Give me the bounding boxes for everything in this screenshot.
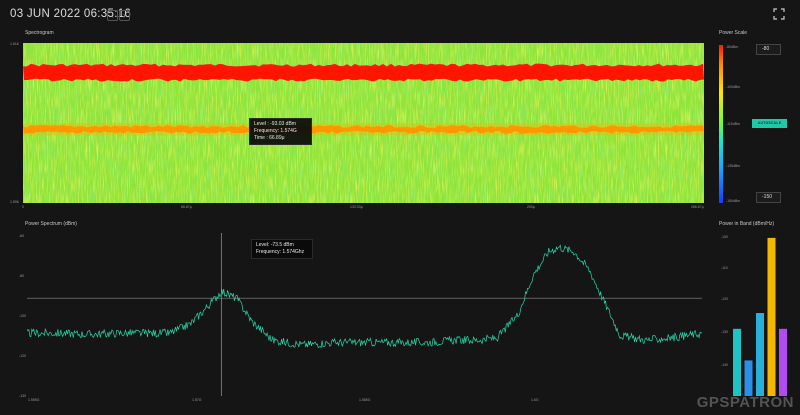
spectrogram-label: Spectrogram <box>25 30 54 36</box>
power-in-band-chart[interactable] <box>730 230 788 396</box>
prev-button[interactable]: ‹ <box>107 10 118 21</box>
power-spectrum-plot[interactable] <box>27 233 702 396</box>
tooltip-frequency: Frequency: 1.574Ghz <box>256 249 305 255</box>
spectrum-x-tick-2: 1.585G <box>359 398 371 402</box>
spectrum-x-tick-3: 1.6G <box>531 398 539 402</box>
fullscreen-icon[interactable] <box>773 8 785 20</box>
power-scale-colorbar <box>719 45 723 203</box>
spectrogram-band-0 <box>23 63 704 82</box>
scale-tick-3: -135dBm <box>726 164 741 168</box>
band-y-tick-3: -130 <box>721 330 729 334</box>
spectrum-tooltip: Level: -73.5 dBm Frequency: 1.574Ghz <box>251 239 313 259</box>
band-bar-4 <box>779 328 787 396</box>
scale-max-input[interactable]: -80 <box>756 44 781 55</box>
spectrum-layer <box>27 233 702 396</box>
power-in-band-label: Power in Band (dBm/Hz) <box>719 221 775 227</box>
scale-tick-0: -80dBm <box>726 45 739 49</box>
scale-min-input[interactable]: -150 <box>756 192 781 203</box>
spectrum-y-tick-2: -100 <box>19 314 27 318</box>
scale-tick-4: -150dBm <box>726 199 741 203</box>
tooltip-level: Level : -93.03 dBm <box>254 121 296 127</box>
spectrogram-heatmap[interactable] <box>23 43 704 203</box>
spectrogram-y-top: 1.616 <box>10 42 19 46</box>
spectrogram-x-tick-3: 200μ <box>527 205 535 209</box>
spectrogram-x-tick-0: 0 <box>22 205 24 209</box>
spectrogram-x-tick-4: 266.67μ <box>691 205 704 209</box>
chevron-right-icon: › <box>123 11 126 20</box>
spectrogram-bands <box>23 63 704 136</box>
autoscale-button[interactable]: AUTOSCALE <box>752 119 787 128</box>
band-y-tick-4: -140 <box>721 363 729 367</box>
tooltip-time: Time : 66.89μ <box>254 135 285 141</box>
timestamp-title: 03 JUN 2022 06:35:16 <box>10 8 132 20</box>
band-layer <box>733 237 787 396</box>
watermark-logo: GPSPATRON <box>696 394 794 411</box>
spectrogram-y-bottom: 1.596 <box>10 200 19 204</box>
scale-tick-1: -100dBm <box>726 85 741 89</box>
chevron-left-icon: ‹ <box>111 11 114 20</box>
tooltip-frequency: Frequency: 1.574G <box>254 128 297 134</box>
band-y-tick-2: -120 <box>721 297 729 301</box>
band-y-tick-1: -110 <box>721 266 728 270</box>
band-y-tick-0: -100 <box>721 235 729 239</box>
tooltip-level: Level: -73.5 dBm <box>256 242 294 248</box>
spectrum-y-tick-1: -80 <box>19 274 25 278</box>
power-spectrum-label: Power Spectrum (dBm) <box>25 221 77 227</box>
spectrum-y-tick-0: -60 <box>19 234 25 238</box>
power-spectrum-series <box>27 244 702 349</box>
spectrogram-band-1 <box>23 124 704 134</box>
spectrogram-tooltip: Level : -93.03 dBm Frequency: 1.574G Tim… <box>249 118 312 145</box>
band-bar-0 <box>733 328 741 396</box>
next-button[interactable]: › <box>119 10 130 21</box>
spectrogram-x-tick-1: 66.67μ <box>181 205 192 209</box>
power-scale-label: Power Scale <box>719 30 748 36</box>
band-bar-2 <box>756 313 764 396</box>
scale-tick-2: -115dBm <box>726 122 740 126</box>
spectrogram-band-halo-1 <box>23 123 704 136</box>
spectrum-x-tick-1: 1.57G <box>192 398 202 402</box>
spectrum-y-tick-4: -130 <box>19 394 27 398</box>
band-bar-1 <box>744 360 753 396</box>
spectrum-x-tick-0: 1.555G <box>28 398 40 402</box>
spectrum-y-tick-3: -120 <box>19 354 27 358</box>
spectrogram-x-tick-2: 133.33μ <box>350 205 363 209</box>
band-bar-3 <box>767 237 776 396</box>
